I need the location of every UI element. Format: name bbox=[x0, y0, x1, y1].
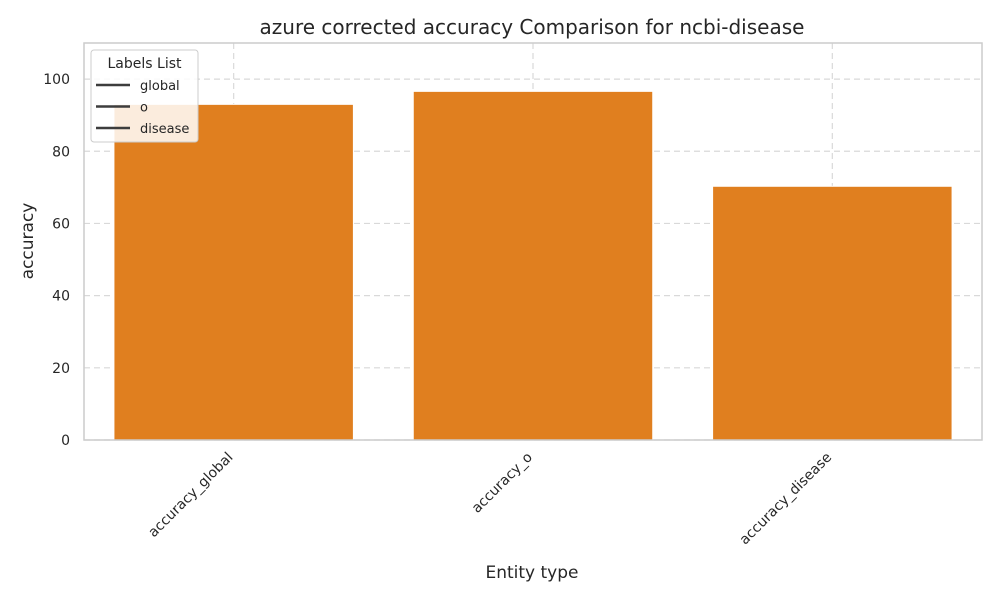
legend-entry-label: disease bbox=[140, 122, 189, 137]
bar-accuracy_o bbox=[412, 90, 654, 441]
x-tick-label: accuracy_disease bbox=[737, 450, 836, 549]
legend-box bbox=[90, 49, 199, 143]
y-axis-label: accuracy bbox=[18, 203, 38, 280]
bars bbox=[113, 90, 953, 441]
x-tick-label: accuracy_global bbox=[145, 450, 236, 541]
legend-entry-label: global bbox=[140, 79, 180, 94]
bar-accuracy_disease bbox=[712, 185, 953, 441]
y-tick-label: 100 bbox=[43, 72, 70, 88]
x-axis-ticks: accuracy_global accuracy_o accuracy_diseas… bbox=[145, 450, 835, 549]
y-tick-label: 40 bbox=[52, 289, 70, 305]
x-axis-label: Entity type bbox=[485, 563, 578, 583]
chart-title: azure corrected accuracy Comparison for … bbox=[260, 15, 805, 39]
legend: Labels List global o disease bbox=[90, 49, 199, 143]
y-axis-ticks: 0 20 40 60 80 100 bbox=[43, 72, 70, 449]
legend-entry-label: o bbox=[140, 101, 148, 116]
y-tick-label: 60 bbox=[52, 216, 70, 232]
legend-title: Labels List bbox=[108, 56, 182, 72]
y-tick-label: 0 bbox=[61, 433, 70, 449]
y-tick-label: 20 bbox=[52, 361, 70, 377]
y-tick-label: 80 bbox=[52, 144, 70, 160]
plot-frame bbox=[83, 42, 983, 441]
x-tick-label: accuracy_o bbox=[469, 450, 536, 517]
bar-accuracy_global bbox=[113, 103, 354, 441]
